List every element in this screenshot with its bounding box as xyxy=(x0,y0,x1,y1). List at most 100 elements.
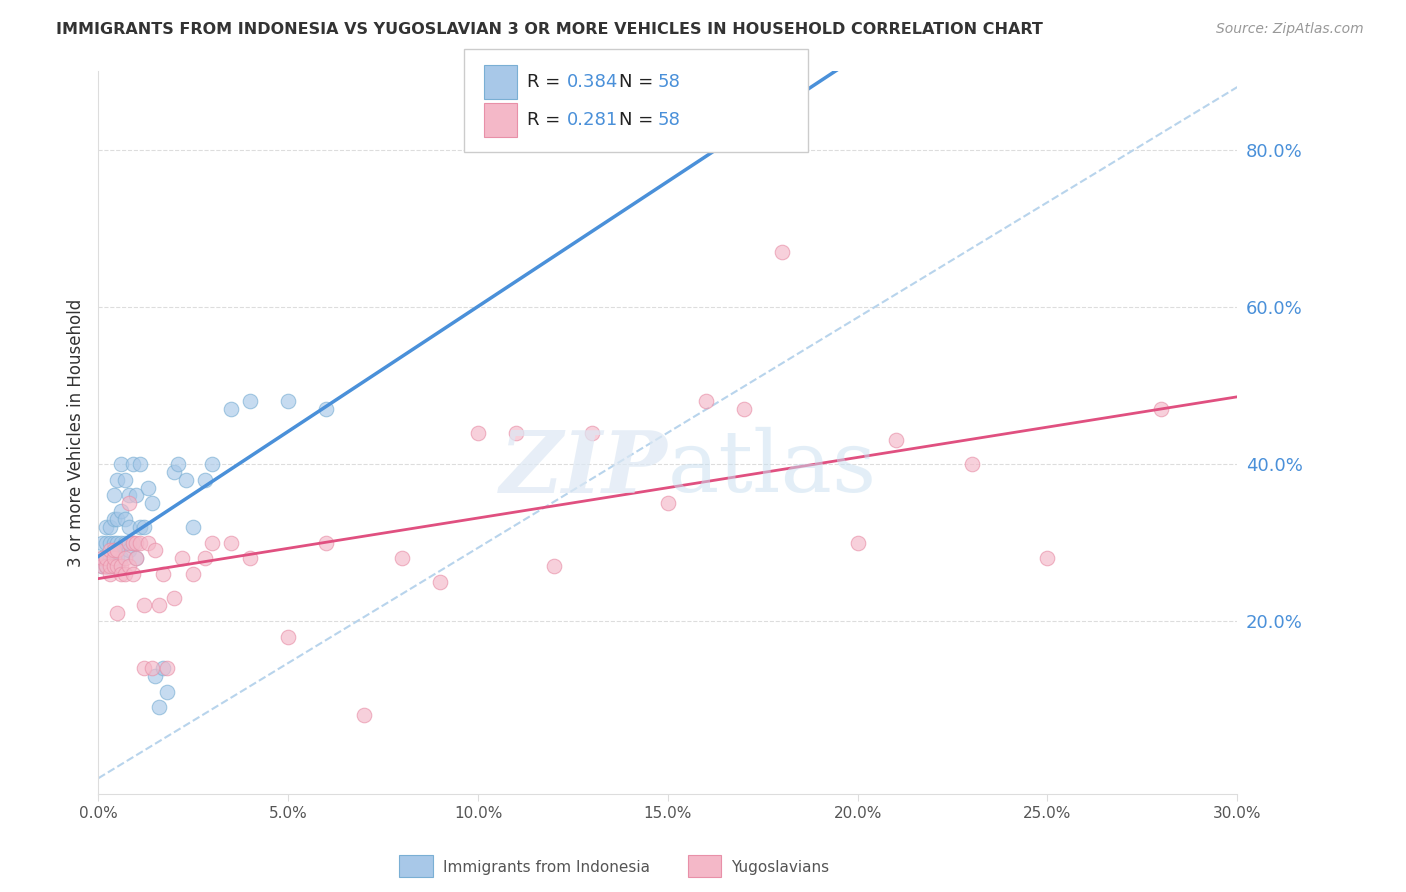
Point xyxy=(91,559,114,574)
Point xyxy=(103,559,125,574)
Point xyxy=(98,559,121,574)
Point xyxy=(107,607,129,621)
Point xyxy=(107,559,129,574)
Text: atlas: atlas xyxy=(668,427,877,510)
Point xyxy=(103,543,125,558)
Point xyxy=(94,551,117,566)
Point xyxy=(170,551,193,566)
Point xyxy=(429,574,451,589)
Point xyxy=(174,473,197,487)
Text: R =: R = xyxy=(527,112,567,129)
Point xyxy=(118,520,141,534)
Point xyxy=(353,708,375,723)
Point xyxy=(129,535,152,549)
Point xyxy=(110,566,132,581)
Point xyxy=(121,535,143,549)
Point xyxy=(94,559,117,574)
Point xyxy=(1150,402,1173,417)
Point xyxy=(141,661,163,675)
Point xyxy=(110,504,132,518)
Text: 0.384: 0.384 xyxy=(567,73,619,91)
Point xyxy=(98,520,121,534)
Point xyxy=(884,434,907,448)
Point xyxy=(121,566,143,581)
Point xyxy=(98,543,121,558)
Point xyxy=(136,535,159,549)
Point xyxy=(277,630,299,644)
Text: 58: 58 xyxy=(658,112,681,129)
Point xyxy=(145,669,167,683)
Point xyxy=(505,425,527,440)
Point xyxy=(543,559,565,574)
Point xyxy=(98,559,121,574)
Point xyxy=(114,535,136,549)
Point xyxy=(733,402,755,417)
Point xyxy=(114,566,136,581)
Point xyxy=(107,543,129,558)
Point xyxy=(114,473,136,487)
Text: R =: R = xyxy=(527,73,567,91)
Point xyxy=(846,535,869,549)
Point xyxy=(167,457,190,471)
Point xyxy=(107,473,129,487)
Point xyxy=(94,520,117,534)
Point xyxy=(960,457,983,471)
Point xyxy=(107,559,129,574)
Y-axis label: 3 or more Vehicles in Household: 3 or more Vehicles in Household xyxy=(66,299,84,566)
Point xyxy=(221,535,243,549)
Point xyxy=(148,599,170,613)
Point xyxy=(148,700,170,714)
Point xyxy=(103,535,125,549)
Point xyxy=(581,425,603,440)
Text: 58: 58 xyxy=(658,73,681,91)
Point xyxy=(110,457,132,471)
Text: 0.281: 0.281 xyxy=(567,112,617,129)
Point xyxy=(110,559,132,574)
Point xyxy=(118,488,141,502)
Point xyxy=(239,551,262,566)
Point xyxy=(91,551,114,566)
Point xyxy=(103,488,125,502)
Point xyxy=(118,543,141,558)
Point xyxy=(156,661,179,675)
Point xyxy=(103,559,125,574)
Point xyxy=(98,566,121,581)
Point xyxy=(467,425,489,440)
Point xyxy=(1036,551,1059,566)
Point xyxy=(94,559,117,574)
Point xyxy=(114,551,136,566)
Point xyxy=(152,566,174,581)
Point xyxy=(201,457,224,471)
Point xyxy=(94,535,117,549)
Text: N =: N = xyxy=(619,112,658,129)
Point xyxy=(125,488,148,502)
Point xyxy=(183,566,205,581)
Point xyxy=(156,685,179,699)
Point xyxy=(125,535,148,549)
Point xyxy=(194,551,217,566)
Point xyxy=(94,559,117,574)
Point xyxy=(221,402,243,417)
Text: Immigrants from Indonesia: Immigrants from Indonesia xyxy=(443,860,650,874)
Point xyxy=(163,465,186,479)
Point xyxy=(110,551,132,566)
Point xyxy=(125,551,148,566)
Point xyxy=(695,394,717,409)
Point xyxy=(103,551,125,566)
Point xyxy=(91,559,114,574)
Point xyxy=(103,543,125,558)
Point xyxy=(657,496,679,510)
Point xyxy=(91,535,114,549)
Point xyxy=(103,559,125,574)
Point xyxy=(129,520,152,534)
Point xyxy=(125,551,148,566)
Text: Yugoslavians: Yugoslavians xyxy=(731,860,830,874)
Point xyxy=(107,551,129,566)
Point xyxy=(107,535,129,549)
Point xyxy=(107,512,129,526)
Point xyxy=(132,599,155,613)
Point xyxy=(315,535,337,549)
Point xyxy=(121,457,143,471)
Point xyxy=(103,512,125,526)
Point xyxy=(114,512,136,526)
